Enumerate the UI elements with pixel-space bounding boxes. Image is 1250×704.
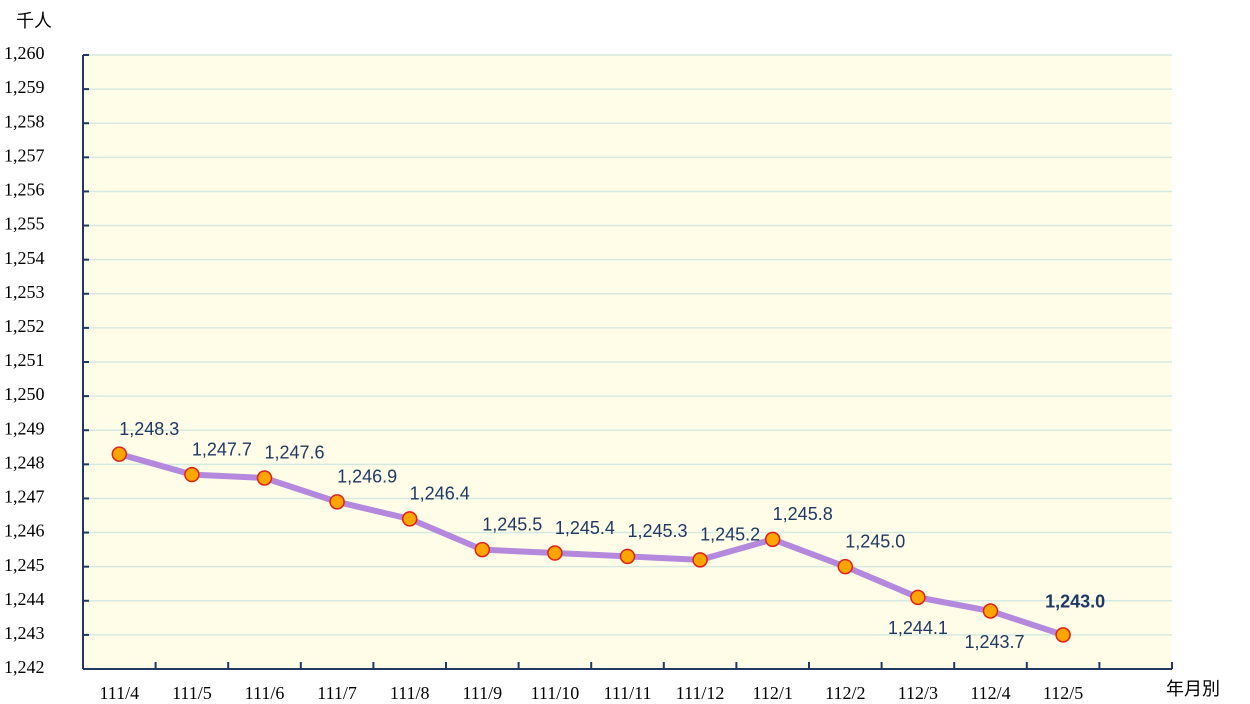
- marker: [401, 511, 418, 527]
- x-tick-label: 111/12: [676, 683, 725, 703]
- marker: [329, 494, 345, 510]
- y-tick-label: 1,244: [4, 589, 45, 609]
- line: [118, 451, 1065, 638]
- value-label: 1,245.0: [845, 531, 905, 551]
- marker: [692, 552, 708, 568]
- marker: [184, 466, 200, 483]
- y-tick-label: 1,256: [4, 180, 45, 200]
- x-tick-label: 111/6: [245, 683, 285, 703]
- value-label: 1,243.7: [964, 632, 1024, 652]
- value-label: 1,244.1: [888, 618, 948, 638]
- value-label: 1,245.2: [700, 525, 760, 545]
- marker: [256, 470, 273, 486]
- x-tick-label: 112/4: [970, 683, 1010, 703]
- y-tick-label: 1,259: [4, 77, 45, 97]
- y-tick-label: 1,250: [4, 384, 45, 404]
- y-tick-label: 1,253: [4, 282, 45, 302]
- y-tick-label: 1,251: [4, 350, 45, 370]
- value-label: 1,245.4: [555, 518, 615, 538]
- y-tick-label: 1,254: [4, 248, 45, 268]
- value-label: 1,248.3: [119, 419, 179, 439]
- marker: [1055, 627, 1071, 643]
- x-tick-label: 111/10: [531, 683, 580, 703]
- x-axis-label: 年月別: [1166, 679, 1220, 700]
- value-label: 1,243.0: [1045, 592, 1105, 612]
- value-label: 1,245.8: [773, 504, 833, 524]
- x-tick-label: 111/7: [317, 683, 357, 703]
- marker: [619, 548, 636, 565]
- value-label: 1,247.6: [264, 443, 324, 463]
- y-tick-label: 1,248: [4, 452, 45, 472]
- y-tick-label: 1,247: [4, 487, 45, 507]
- x-tick-label: 111/4: [99, 683, 139, 703]
- x-tick-label: 111/9: [462, 683, 502, 703]
- marker: [474, 541, 491, 558]
- x-tick-label: 112/2: [825, 683, 865, 703]
- x-tick-label: 111/5: [172, 683, 212, 703]
- x-tick-label: 111/11: [604, 683, 652, 703]
- y-tick-label: 1,246: [4, 521, 45, 541]
- y-tick-label: 1,260: [4, 43, 45, 63]
- marker: [111, 446, 128, 462]
- y-tick-label: 1,258: [4, 111, 45, 131]
- marker: [764, 531, 781, 548]
- value-label: 1,246.9: [337, 467, 397, 487]
- marker: [910, 589, 926, 606]
- y-tick-label: 1,249: [4, 418, 45, 438]
- x-tick-label: 112/5: [1043, 683, 1083, 703]
- y-axis-label: 千人: [16, 11, 52, 32]
- value-label: 1,247.7: [192, 439, 252, 459]
- x-tick-label: 112/3: [898, 683, 938, 703]
- value-label: 1,245.3: [627, 521, 687, 541]
- y-tick-label: 1,252: [4, 316, 45, 336]
- marker: [982, 603, 999, 619]
- y-tick-label: 1,243: [4, 623, 45, 643]
- x-tick-label: 111/8: [390, 683, 430, 703]
- marker: [837, 558, 854, 575]
- y-tick-label: 1,242: [4, 657, 45, 677]
- value-label: 1,245.5: [482, 514, 542, 534]
- value-label: 1,246.4: [410, 484, 470, 504]
- y-tick-label: 1,255: [4, 214, 45, 234]
- y-tick-label: 1,257: [4, 145, 45, 165]
- marker: [547, 545, 563, 561]
- x-tick-label: 112/1: [753, 683, 793, 703]
- y-tick-label: 1,245: [4, 555, 45, 575]
